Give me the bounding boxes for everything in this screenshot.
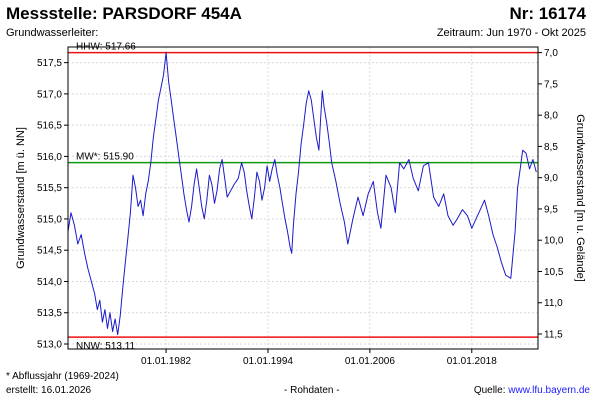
y-left-tick-label-0: 513,0 bbox=[37, 339, 62, 350]
y-right-tick-label-9: 11,5 bbox=[544, 329, 563, 340]
y-right-tick-label-7: 10,5 bbox=[544, 267, 564, 278]
y-left-tick-label-7: 516,5 bbox=[37, 121, 62, 132]
footnote: * Abflussjahr (1969-2024) bbox=[6, 371, 119, 382]
created-label: erstellt: bbox=[6, 385, 39, 396]
y-left-tick-label-1: 513,5 bbox=[37, 308, 62, 319]
y-right-tick-label-5: 9,5 bbox=[544, 204, 558, 215]
y-right-tick-label-1: 7,5 bbox=[544, 79, 558, 90]
created-info: erstellt: 16.01.2026 bbox=[6, 385, 91, 396]
y-left-tick-label-4: 515,0 bbox=[37, 214, 62, 225]
y-left-axis-title: Grundwasserstand [m ü. NN] bbox=[15, 127, 27, 269]
y-left-tick-label-2: 514,0 bbox=[37, 277, 62, 288]
x-tick-label-2: 01.01.2006 bbox=[345, 356, 395, 367]
x-tick-label-1: 01.01.1994 bbox=[243, 356, 293, 367]
raw-data-label: - Rohdaten - bbox=[284, 385, 340, 396]
y-right-tick-label-0: 7,0 bbox=[544, 48, 558, 59]
y-left-tick-label-6: 516,0 bbox=[37, 152, 62, 163]
source-info: Quelle: www.lfu.bayern.de bbox=[474, 385, 590, 396]
reference-label-mnw: MW*: 515.90 bbox=[76, 152, 134, 163]
source-link[interactable]: www.lfu.bayern.de bbox=[508, 385, 590, 396]
series-line-0 bbox=[67, 52, 537, 336]
y-left-tick-label-8: 517,0 bbox=[37, 89, 62, 100]
x-tick-label-0: 01.01.1982 bbox=[141, 356, 191, 367]
aquifer-label: Grundwasserleiter: bbox=[6, 27, 99, 39]
station-title: Messstelle: PARSDORF 454A bbox=[6, 4, 242, 23]
reference-label-nnw: NNW: 513.11 bbox=[76, 341, 136, 352]
y-right-axis-title: Grundwasserstand [m u. Gelände] bbox=[574, 114, 586, 282]
period-label: Zeitraum: Jun 1970 - Okt 2025 bbox=[436, 27, 586, 39]
plot-frame bbox=[67, 46, 539, 350]
y-left-tick-label-9: 517,5 bbox=[37, 58, 62, 69]
y-right-tick-label-3: 8,5 bbox=[544, 142, 558, 153]
y-right-tick-label-8: 11,0 bbox=[544, 298, 563, 309]
y-right-tick-label-6: 10,0 bbox=[544, 236, 564, 247]
created-date: 16.01.2026 bbox=[41, 385, 92, 396]
station-number: Nr: 16174 bbox=[509, 4, 586, 23]
y-left-tick-label-5: 515,5 bbox=[37, 183, 62, 194]
x-tick-label-3: 01.01.2018 bbox=[447, 356, 497, 367]
source-label: Quelle: bbox=[473, 385, 506, 396]
y-right-tick-label-4: 9,0 bbox=[544, 173, 558, 184]
y-right-tick-label-2: 8,0 bbox=[544, 111, 558, 122]
y-left-tick-label-3: 514,5 bbox=[37, 246, 62, 257]
